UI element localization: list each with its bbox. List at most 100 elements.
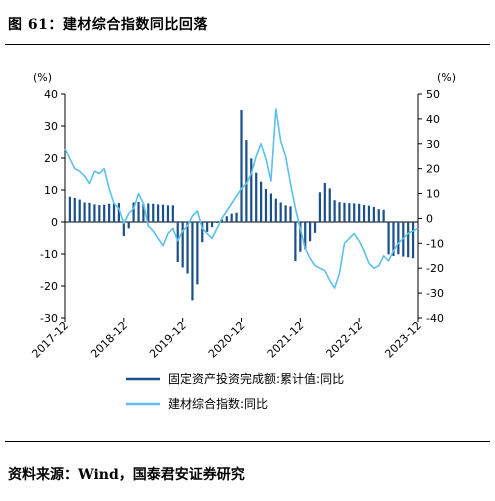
bar — [269, 193, 273, 222]
left-tick-label: -30 — [40, 312, 58, 325]
bar — [235, 212, 238, 222]
bar — [201, 222, 204, 243]
bar — [230, 213, 233, 222]
left-tick-label: 40 — [44, 88, 58, 101]
bar — [152, 203, 155, 222]
bar — [338, 202, 341, 222]
source-note: 资料来源：Wind，国泰君安证券研究 — [8, 467, 245, 483]
bar — [250, 158, 253, 222]
bar — [132, 202, 135, 222]
bar — [176, 222, 179, 262]
bar — [161, 204, 165, 222]
bar — [274, 198, 277, 222]
bar — [215, 222, 219, 223]
bar — [225, 216, 228, 222]
left-tick-label: -10 — [40, 248, 58, 261]
x-tick-label: 2020-12 — [206, 319, 248, 361]
bar — [362, 205, 366, 222]
bar — [328, 188, 331, 222]
bar — [313, 222, 317, 233]
x-tick-label: 2021-12 — [265, 319, 307, 361]
bar — [284, 205, 287, 222]
bar — [88, 202, 91, 222]
bar — [358, 203, 361, 222]
bar — [83, 202, 86, 222]
bar — [264, 189, 268, 222]
bar — [377, 209, 380, 222]
bar — [392, 222, 395, 256]
bar — [68, 196, 71, 222]
bar — [93, 204, 96, 222]
bar — [220, 219, 223, 222]
bar — [191, 222, 194, 301]
bar — [127, 222, 130, 229]
bar — [181, 222, 184, 268]
x-tick-label: 2023-12 — [382, 319, 424, 361]
bar — [407, 222, 410, 258]
left-tick-label: 0 — [51, 216, 58, 229]
right-tick-label: -20 — [426, 262, 444, 275]
bar — [73, 198, 76, 222]
bar — [171, 205, 174, 222]
bar — [397, 222, 400, 255]
right-tick-label: 50 — [426, 88, 440, 101]
bar — [122, 222, 125, 237]
x-tick-label: 2017-12 — [29, 319, 71, 361]
title-rule — [5, 44, 490, 45]
legend: 固定资产投资完成额:累计值:同比 建材综合指数:同比 — [126, 371, 344, 411]
right-tick-label: -40 — [426, 312, 444, 325]
bar — [142, 204, 145, 222]
left-tick-label: 10 — [44, 184, 58, 197]
left-unit-label: (%) — [33, 71, 52, 84]
bar — [372, 206, 375, 222]
bar — [343, 202, 346, 222]
right-tick-label: 40 — [426, 113, 440, 126]
line-series — [64, 108, 419, 289]
bar — [98, 205, 101, 222]
bar — [382, 209, 385, 222]
bar — [186, 222, 189, 274]
chart-canvas: (%) (%) 40 30 20 10 0 -10 -20 -30 50 40 30 20 10 0 -10… — [29, 71, 456, 411]
x-tick-label: 2019-12 — [147, 319, 189, 361]
bar — [259, 181, 263, 222]
legend-bar-label: 固定资产投资完成额:累计值:同比 — [168, 371, 344, 386]
bar — [299, 222, 302, 252]
bar — [166, 205, 170, 222]
bar — [196, 222, 199, 285]
bar — [245, 140, 248, 222]
bar — [387, 222, 390, 255]
bar — [294, 222, 297, 262]
bar — [112, 203, 116, 222]
bar — [137, 201, 140, 222]
right-tick-label: 20 — [426, 163, 440, 176]
right-tick-label: 0 — [426, 212, 433, 225]
chart-title: 图 61：建材综合指数同比回落 — [8, 17, 208, 33]
x-tick-label: 2018-12 — [88, 319, 130, 361]
bar — [210, 222, 214, 228]
bar — [78, 199, 81, 222]
source-rule — [5, 441, 490, 442]
right-unit-label: (%) — [437, 71, 456, 84]
right-tick-label: 10 — [426, 188, 440, 201]
index-yoy-line — [64, 108, 419, 289]
legend-line-label: 建材综合指数:同比 — [168, 396, 268, 411]
left-tick-label: 30 — [44, 120, 58, 133]
bar — [318, 192, 322, 222]
x-axis-labels: 2017-12 2018-12 2019-12 2020-12 2021-12 2022-… — [29, 319, 424, 361]
bar — [308, 222, 312, 242]
bar — [206, 222, 209, 232]
bar — [157, 204, 160, 222]
bar — [147, 203, 150, 222]
bar-series — [68, 110, 415, 301]
right-tick-label: -10 — [426, 237, 444, 250]
bar — [411, 222, 415, 259]
bar — [333, 200, 336, 222]
x-tick-label: 2022-12 — [324, 319, 366, 361]
bar — [304, 222, 307, 250]
bar — [117, 203, 120, 222]
left-tick-label: 20 — [44, 152, 58, 165]
bar — [323, 182, 326, 222]
bar — [348, 203, 351, 222]
bar — [367, 205, 371, 222]
bar — [289, 206, 292, 222]
